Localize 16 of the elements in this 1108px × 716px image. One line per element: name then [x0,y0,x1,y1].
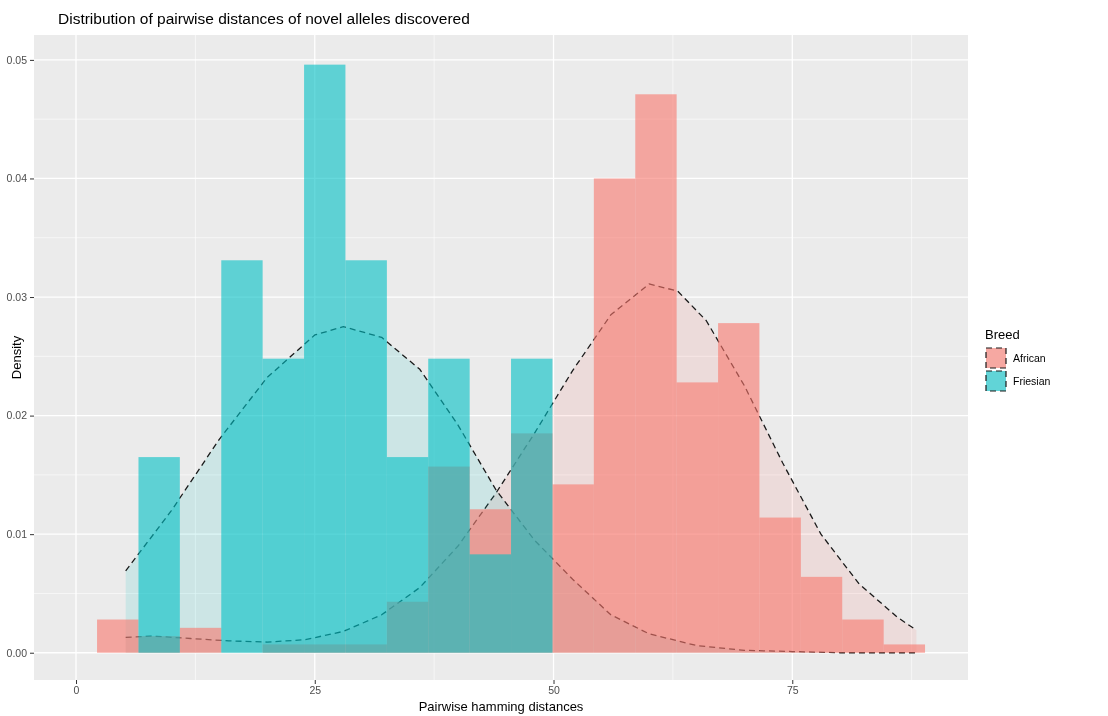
x-tick-label: 50 [548,684,561,697]
legend-label: Friesian [1013,375,1051,387]
y-tick-label: 0.00 [6,646,28,659]
x-tick-label: 25 [309,684,322,697]
x-axis-title: Pairwise hamming distances [418,699,584,714]
chart-title: Distribution of pairwise distances of novel alleles discovered [58,10,470,27]
x-tick-label: 75 [786,684,799,697]
y-tick-label: 0.02 [6,409,28,422]
legend-label: African [1013,352,1046,364]
x-tick-label: 0 [73,684,80,697]
y-axis-title: Density [9,335,24,380]
y-tick-label: 0.04 [6,172,28,185]
y-tick-label: 0.05 [6,53,28,66]
y-tick-label: 0.01 [6,528,28,541]
y-tick-label: 0.03 [6,290,28,303]
legend-title: Breed [985,327,1020,342]
